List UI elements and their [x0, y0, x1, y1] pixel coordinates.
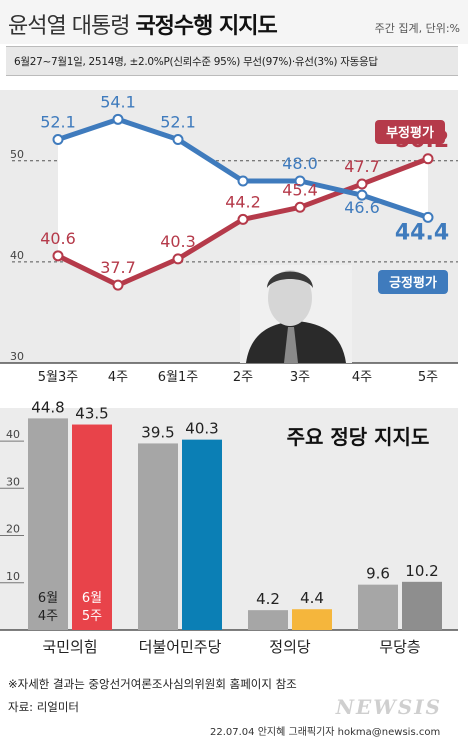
- y-tick-label: 30: [6, 475, 20, 488]
- negative-value-label: 37.7: [100, 258, 136, 277]
- negative-value-label: 45.4: [282, 180, 318, 199]
- point-0-0: [52, 250, 64, 262]
- category-label: 국민의힘: [42, 638, 97, 656]
- page-title: 윤석열 대통령 국정수행 지지도: [8, 8, 278, 40]
- category-label: 무당층: [379, 638, 420, 656]
- negative-value-label: 40.3: [160, 232, 196, 251]
- x-tick-label: 4주: [352, 370, 372, 385]
- bar-2-0: [248, 610, 288, 630]
- bar-series-label-num: 4주: [38, 609, 58, 624]
- negative-value-label: 44.2: [225, 192, 261, 211]
- party-bar-chart: 10 20 30 40 44.8 6월 4주 43.5 6월 5주 39.5 40.3 4.2 4.4 9…: [0, 400, 458, 656]
- bar-3-1: [402, 581, 442, 630]
- point-1-0: [52, 134, 64, 146]
- negative-legend-label: 부정평가: [386, 125, 434, 141]
- bar-value-label: 4.2: [256, 590, 280, 608]
- bar-value-label: 10.2: [405, 562, 438, 580]
- title-part2: 국정수행 지지도: [135, 14, 277, 39]
- x-tick-label: 6월1주: [158, 370, 199, 385]
- point-0-1: [112, 279, 124, 291]
- bar-value-label: 43.5: [75, 405, 108, 423]
- bar-0-0: [28, 418, 68, 630]
- y-tick-label: 40: [6, 428, 20, 441]
- category-label: 더불어민주당: [139, 638, 222, 656]
- source: 자료: 리얼미터: [8, 700, 80, 714]
- survey-info-text: 6월27~7월1일, 2514명, ±2.0%P(신뢰수준 95%) 무선(97…: [14, 56, 378, 68]
- x-tick-label: 2주: [233, 370, 253, 385]
- positive-value-label: 54.1: [100, 92, 136, 111]
- bar-0-1: [72, 424, 112, 630]
- bar-value-label: 9.6: [366, 565, 390, 583]
- point-0-4: [294, 201, 306, 213]
- bar-value-label: 4.4: [300, 589, 324, 607]
- y-tick-label: 20: [6, 523, 20, 536]
- negative-legend-badge: 부정평가: [375, 120, 445, 144]
- bar-value-label: 44.8: [31, 400, 64, 416]
- footnote: ※자세한 결과는 중앙선거여론조사심의위원회 홈페이지 참조: [8, 677, 297, 691]
- x-tick-label: 5월3주: [38, 370, 79, 385]
- point-1-6: [422, 211, 434, 223]
- x-tick-label: 4주: [108, 370, 128, 385]
- portrait-photo: [240, 265, 352, 363]
- positive-value-label: 46.6: [344, 198, 380, 217]
- bar-1-0: [138, 443, 178, 630]
- point-0-2: [172, 253, 184, 265]
- negative-value-label: 40.6: [40, 229, 76, 248]
- y-tick-label: 40: [10, 249, 24, 262]
- positive-legend-label: 긍정평가: [389, 275, 437, 291]
- y-tick-label: 30: [10, 350, 24, 363]
- positive-value-label: 48.0: [282, 154, 318, 173]
- newsis-logo: NEWSIS: [335, 695, 442, 719]
- point-0-5: [356, 178, 368, 190]
- point-1-1: [112, 113, 124, 125]
- y-tick-label: 50: [10, 148, 24, 161]
- bar-1-1: [182, 439, 222, 630]
- approval-line-chart: 30 40 50 52.1 54.1 52.1 48.0 46.6 44.4 40.6 37.7 4…: [0, 90, 458, 385]
- point-1-3: [237, 175, 249, 187]
- point-1-5: [356, 189, 368, 201]
- unit-note: 주간 집계, 단위:%: [374, 22, 460, 35]
- survey-info: 6월27~7월1일, 2514명, ±2.0%P(신뢰수준 95%) 무선(97…: [6, 46, 458, 76]
- bar-chart-title: 주요 정당 지지도: [287, 425, 430, 449]
- title-part1: 윤석열 대통령: [8, 14, 130, 39]
- positive-value-label: 52.1: [40, 113, 76, 132]
- point-1-4: [294, 175, 306, 187]
- x-tick-label: 3주: [290, 370, 310, 385]
- bar-series-label-week: 6월: [38, 591, 58, 606]
- point-0-6: [422, 153, 434, 165]
- header-bar: 윤석열 대통령 국정수행 지지도 주간 집계, 단위:%: [0, 0, 468, 44]
- point-1-2: [172, 134, 184, 146]
- bar-2-1: [292, 609, 332, 630]
- bar-value-label: 39.5: [141, 423, 174, 441]
- y-tick-label: 10: [6, 570, 20, 583]
- point-0-3: [237, 213, 249, 225]
- bar-series-label-week: 6월: [82, 591, 102, 606]
- negative-value-label: 47.7: [344, 157, 380, 176]
- gap-band: [58, 119, 428, 286]
- positive-value-label: 44.4: [395, 220, 449, 245]
- credit: 22.07.04 안지혜 그래픽기자 hokma@newsis.com: [210, 727, 441, 738]
- bar-series-label-num: 5주: [82, 609, 102, 624]
- positive-value-label: 52.1: [160, 113, 196, 132]
- x-tick-label: 5주: [418, 370, 438, 385]
- positive-legend-badge: 긍정평가: [378, 270, 448, 294]
- category-label: 정의당: [269, 638, 311, 656]
- bar-value-label: 40.3: [185, 420, 218, 438]
- bar-3-0: [358, 584, 398, 630]
